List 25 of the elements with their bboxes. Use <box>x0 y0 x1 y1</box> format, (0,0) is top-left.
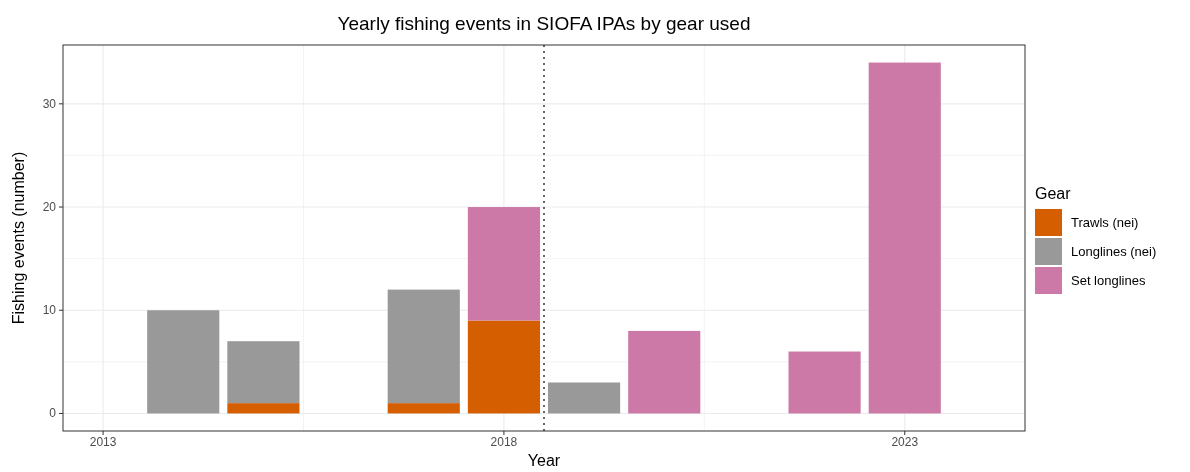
bar <box>387 289 460 404</box>
bar <box>387 403 460 414</box>
bar <box>548 382 621 414</box>
bar <box>628 330 701 414</box>
y-tick-label: 30 <box>42 96 57 111</box>
y-tick-label: 10 <box>42 303 57 318</box>
x-axis-title: Year <box>527 452 561 469</box>
x-tick-label: 2018 <box>490 435 518 449</box>
legend-label: Trawls (nei) <box>1071 215 1139 230</box>
y-axis-title: Fishing events (number) <box>10 151 27 325</box>
bar <box>227 403 300 414</box>
bar <box>868 62 941 414</box>
x-tick-label: 2023 <box>891 435 919 449</box>
legend-title: Gear <box>1035 185 1072 202</box>
chart-title: Yearly fishing events in SIOFA IPAs by gear used <box>337 13 751 34</box>
bar <box>467 207 540 321</box>
bar <box>227 341 300 404</box>
bar <box>788 351 861 414</box>
y-tick-label: 0 <box>49 406 57 421</box>
bar <box>467 320 540 414</box>
x-tick-label: 2013 <box>89 435 117 449</box>
legend-label: Longlines (nei) <box>1071 244 1157 259</box>
legend-label: Set longlines <box>1071 273 1146 288</box>
y-tick-label: 20 <box>42 200 57 215</box>
bar <box>147 310 220 414</box>
